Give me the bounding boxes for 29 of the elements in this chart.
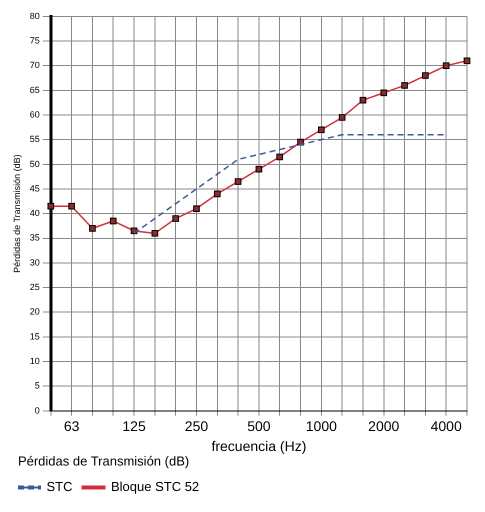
x-tick-label: 4000 [430, 418, 462, 434]
y-tick-label: 35 [30, 232, 40, 243]
legend-label: Bloque STC 52 [111, 479, 200, 494]
y-tick-label: 75 [30, 36, 40, 46]
y-tick-label: 15 [30, 331, 40, 342]
y-tick-label: 65 [30, 84, 40, 95]
x-tick-label: 500 [247, 418, 271, 434]
y-tick-label: 0 [34, 405, 40, 416]
y-tick-label: 55 [30, 134, 40, 144]
legend-title: Pérdidas de Transmisión (dB) [18, 453, 190, 468]
y-tick-label: 5 [34, 380, 40, 391]
x-tick-label: 250 [184, 418, 208, 434]
x-tick-label: 1000 [306, 418, 338, 434]
y-tick-label: 25 [30, 282, 40, 292]
legend-label: STC [46, 479, 72, 494]
x-tick-label: 125 [122, 418, 146, 434]
y-tick-label: 30 [30, 257, 40, 268]
y-tick-label: 45 [30, 183, 40, 194]
y-tick-label: 50 [30, 158, 40, 169]
x-tick-label: 63 [64, 418, 80, 434]
y-tick-label: 40 [30, 208, 40, 218]
y-tick-label: 20 [30, 306, 40, 317]
y-axis-title: Pérdidas de Transmisión (dB) [12, 154, 22, 273]
x-tick-label: 2000 [368, 418, 400, 434]
x-axis-title: frecuencia (Hz) [211, 438, 306, 454]
y-tick-label: 80 [30, 10, 40, 21]
y-tick-label: 10 [30, 356, 40, 366]
y-tick-label: 70 [30, 60, 40, 70]
y-tick-label: 60 [30, 109, 40, 120]
